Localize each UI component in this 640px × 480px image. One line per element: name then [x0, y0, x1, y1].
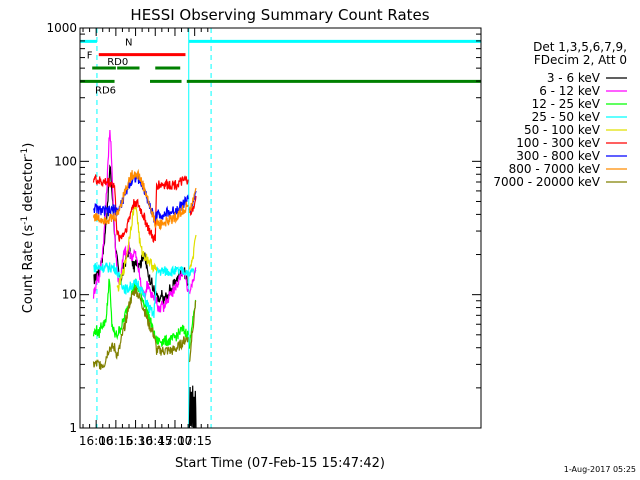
legend-label-4: 50 - 100 keV: [524, 123, 601, 137]
series-line-800-7000kev: [92, 168, 189, 231]
y-axis-label: Count Rate (s-1 detector-1): [20, 143, 36, 314]
series-line-100-300kev: [92, 174, 189, 244]
timestamp: 1-Aug-2017 05:25: [564, 465, 636, 474]
y-tick-label-2: 100: [54, 154, 77, 168]
legend-label-3: 25 - 50 keV: [532, 110, 601, 124]
x-tick-label-3: 16:45: [138, 434, 173, 448]
x-tick-label-5: 17:15: [177, 434, 212, 448]
series-line-25-50kev: [93, 262, 189, 319]
flag-bars: N F RD0 RD6: [80, 37, 481, 96]
x-axis-label: Start Time (07-Feb-15 15:47:42): [175, 456, 385, 471]
series-line-12-25kev: [92, 278, 189, 348]
tail-series-line-2: [188, 187, 197, 214]
flag-label-rd0: RD0: [107, 57, 128, 68]
plot-frame: [79, 27, 482, 429]
series-line-300-800kev: [92, 173, 189, 223]
flag-label-f: F: [87, 51, 93, 62]
x-tick-label-2: 16:30: [118, 434, 153, 448]
tail-series-line-7: [188, 300, 197, 363]
flag-label-rd6: RD6: [95, 85, 116, 96]
legend-label-2: 12 - 25 keV: [532, 97, 601, 111]
legend-label-0: 3 - 6 keV: [547, 71, 601, 85]
flag-label-n: N: [125, 37, 132, 48]
series-line-50-100kev: [116, 200, 158, 292]
legend-label-8: 7000 - 20000 keV: [493, 175, 600, 189]
legend-label-6: 300 - 800 keV: [516, 149, 600, 163]
tail-series-line-3: [188, 234, 197, 270]
series-lines: [92, 129, 197, 429]
legend-label-1: 6 - 12 keV: [539, 84, 601, 98]
tail-series-line-8: [188, 385, 197, 429]
x-tick-label-0: 16:00: [79, 434, 114, 448]
y-tick-label-0: 1: [69, 421, 77, 435]
legend-header-line-1: Det 1,3,5,6,7,9,: [533, 40, 627, 54]
y-tick-label-1: 10: [62, 288, 77, 302]
y-axis-ticks: 1 10 100 1000: [46, 21, 481, 435]
x-tick-label-1: 16:15: [99, 434, 134, 448]
chart-title: HESSI Observing Summary Count Rates: [130, 6, 429, 24]
legend-label-5: 100 - 300 keV: [516, 136, 600, 150]
legend-label-7: 800 - 7000 keV: [509, 162, 601, 176]
series-line-7000-20000kev: [92, 286, 189, 370]
legend-header-line-2: FDecim 2, Att 0: [534, 53, 627, 67]
y-tick-label-3: 1000: [46, 21, 77, 35]
tail-series-line-5: [188, 267, 197, 295]
x-tick-label-4: 17:00: [158, 434, 193, 448]
